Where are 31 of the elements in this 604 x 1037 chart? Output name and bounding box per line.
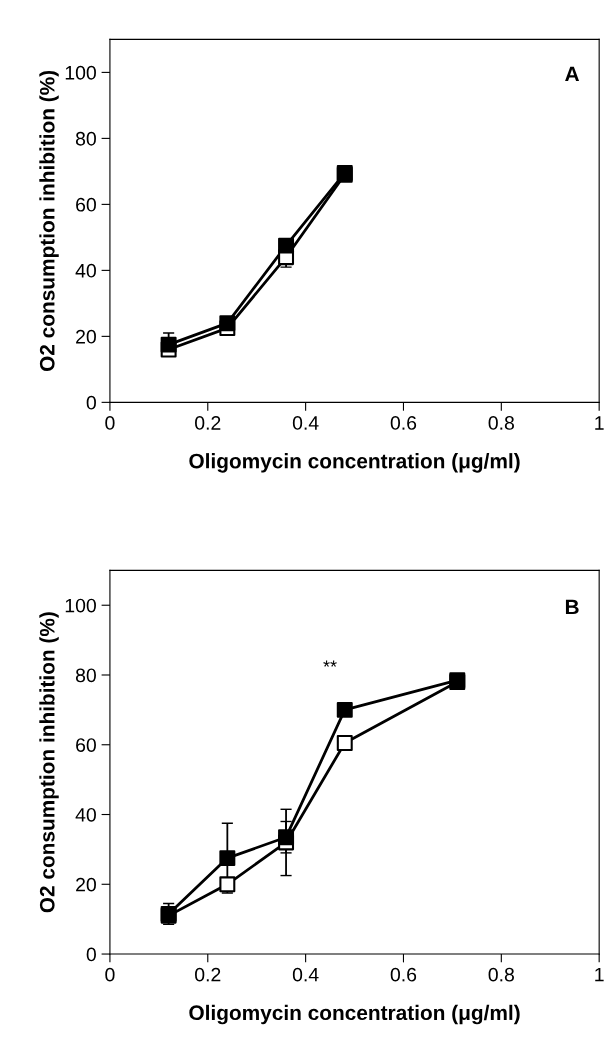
y-tick-label: 0: [86, 947, 96, 962]
y-axis-title: O2 consumption inhibition (%): [39, 612, 59, 913]
x-tick-label: 0.6: [390, 416, 417, 430]
x-tick-label: 0.2: [195, 967, 221, 982]
x-tick-label: 0.4: [292, 967, 319, 982]
x-tick-label: 0.4: [292, 416, 319, 430]
y-tick-label: 60: [76, 197, 96, 212]
x-tick-label: 0: [105, 967, 115, 982]
y-tick-label: 20: [76, 329, 96, 344]
annotation: **: [323, 660, 337, 667]
x-axis-title: Oligomycin concentration (μg/ml): [189, 1004, 520, 1025]
y-tick-label: 80: [75, 131, 96, 146]
x-tick-label: 0.8: [488, 416, 514, 430]
y-tick-label: 80: [75, 668, 96, 683]
x-axis-title: Oligomycin concentration (μg/ml): [189, 453, 520, 473]
x-tick-label: 0.6: [390, 967, 417, 982]
x-tick-label: 1: [595, 967, 604, 982]
y-tick-label: 20: [76, 877, 96, 892]
annotation: B: [565, 599, 579, 615]
y-tick-label: 100: [65, 65, 96, 80]
y-tick-label: 100: [65, 598, 96, 613]
x-tick-label: 0.8: [488, 967, 514, 982]
y-tick-label: 0: [86, 395, 96, 410]
y-tick-label: 40: [75, 263, 96, 278]
annotation: A: [565, 66, 580, 82]
x-tick-label: 1: [595, 416, 604, 430]
y-tick-label: 40: [75, 807, 96, 822]
y-tick-label: 60: [76, 738, 96, 752]
x-tick-label: 0.2: [195, 416, 221, 430]
x-tick-label: 0: [105, 416, 115, 430]
y-axis-title: O2 consumption inhibition (%): [39, 70, 59, 372]
